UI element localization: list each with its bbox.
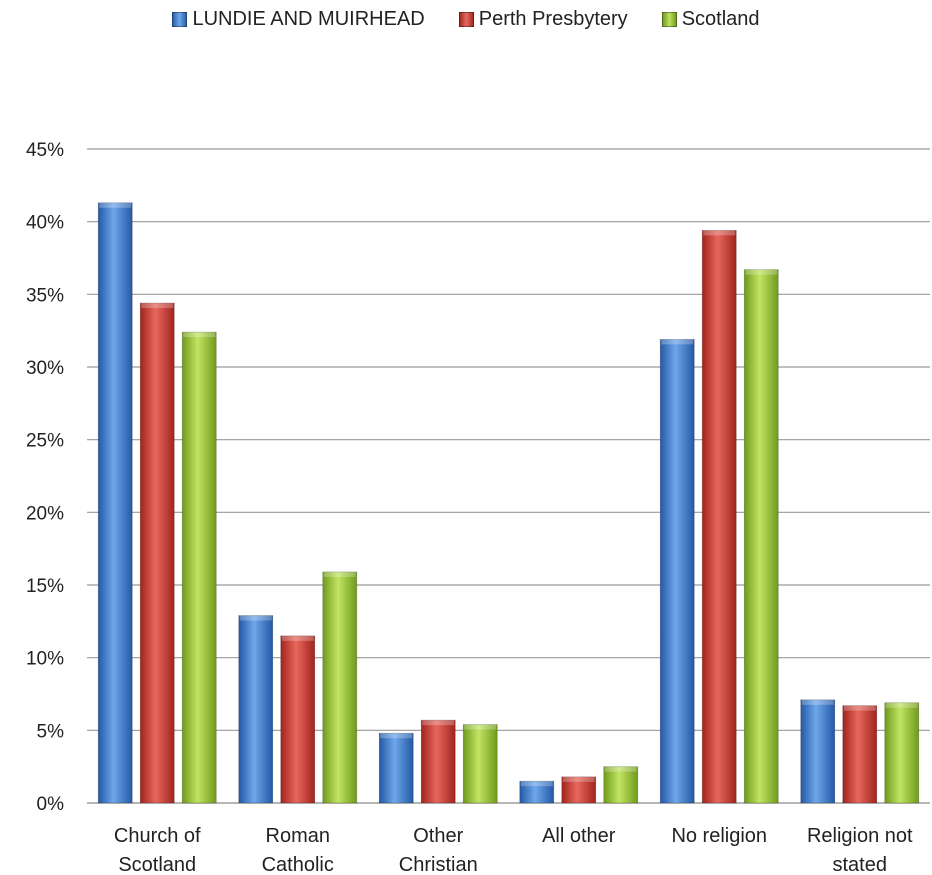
x-category-label-line: Church of <box>114 825 201 847</box>
bar-1-0 <box>139 302 175 804</box>
x-category-label: Roman Catholic <box>262 825 334 875</box>
bar-top-highlight <box>239 615 272 621</box>
x-axis-labels: Church of Scotland Roman Catholic Other Chris… <box>114 825 913 875</box>
bar-top-highlight <box>801 699 834 705</box>
bar-2-2 <box>462 724 498 804</box>
x-category-label: Church of Scotland <box>114 825 201 875</box>
legend: LUNDIE AND MUIRHEAD Perth Presbytery Sco… <box>0 8 932 31</box>
bar-top-highlight <box>885 702 918 708</box>
bar-1-4 <box>701 229 737 804</box>
bar-top-highlight <box>745 269 778 275</box>
bar-2-1 <box>322 571 358 804</box>
bar-0-1 <box>238 615 274 804</box>
bar-top-highlight <box>183 332 216 338</box>
bar-top-highlight <box>661 339 694 345</box>
bar-top-highlight <box>520 781 553 787</box>
y-tick-label: 30% <box>26 358 64 379</box>
x-category-label-line: All other <box>542 825 616 847</box>
y-tick-label: 35% <box>26 285 64 306</box>
x-category-label-line: Scotland <box>118 854 196 875</box>
bar-top-highlight <box>703 230 736 236</box>
x-category-label-line: Roman <box>266 825 330 847</box>
legend-label-perth: Perth Presbytery <box>478 8 628 30</box>
bar-2-3 <box>603 766 639 804</box>
bar-top-highlight <box>604 766 637 772</box>
y-tick-label: 15% <box>26 576 64 597</box>
bar-0-5 <box>800 699 836 804</box>
bar-0-2 <box>378 732 414 804</box>
bar-1-5 <box>842 705 878 804</box>
bar-top-highlight <box>99 202 132 208</box>
legend-label-scotland: Scotland <box>681 8 760 30</box>
x-category-label-line: Christian <box>399 854 478 875</box>
y-tick-label: 5% <box>37 721 65 742</box>
legend-item-perth: Perth Presbytery <box>458 8 628 31</box>
y-tick-label: 20% <box>26 503 64 524</box>
x-category-label: All other <box>542 825 616 847</box>
legend-swatch-perth <box>458 12 474 27</box>
x-category-label-line: Catholic <box>262 854 334 875</box>
x-category-label: No religion <box>671 825 767 847</box>
bar-0-0 <box>97 202 133 804</box>
bar-top-highlight <box>380 733 413 739</box>
y-tick-label: 25% <box>26 431 64 452</box>
bar-top-highlight <box>464 724 497 730</box>
bar-1-1 <box>280 635 316 804</box>
bar-top-highlight <box>281 635 314 641</box>
bar-top-highlight <box>422 720 455 726</box>
bar-1-3 <box>561 776 597 804</box>
legend-swatch-lundie <box>172 12 188 27</box>
gridlines <box>87 148 930 804</box>
bar-top-highlight <box>141 303 174 309</box>
legend-label-lundie: LUNDIE AND MUIRHEAD <box>192 8 425 30</box>
y-tick-label: 0% <box>37 794 65 815</box>
bar-2-5 <box>884 702 920 804</box>
bar-0-4 <box>659 338 695 804</box>
x-category-label-line: Religion not <box>807 825 913 847</box>
bar-top-highlight <box>562 776 595 782</box>
bars <box>97 202 920 804</box>
x-category-label: Other Christian <box>399 825 478 875</box>
x-category-label-line: stated <box>833 854 887 875</box>
y-tick-label: 45% <box>26 140 64 161</box>
bar-0-3 <box>519 780 555 804</box>
x-category-label: Religion not stated <box>807 825 913 875</box>
bar-1-2 <box>420 719 456 804</box>
legend-item-scotland: Scotland <box>661 8 760 31</box>
y-tick-label: 40% <box>26 213 64 234</box>
bar-top-highlight <box>843 705 876 711</box>
x-category-label-line: No religion <box>671 825 767 847</box>
bar-2-4 <box>743 269 779 804</box>
legend-item-lundie: LUNDIE AND MUIRHEAD <box>172 8 425 31</box>
bar-top-highlight <box>323 571 356 577</box>
legend-swatch-scotland <box>661 12 677 27</box>
x-category-label-line: Other <box>413 825 463 847</box>
y-axis-ticks: 0% 5% 10% 15% 20% 25% 30% 35% 40% 45% <box>26 140 64 815</box>
bar-2-0 <box>181 331 217 804</box>
y-tick-label: 10% <box>26 649 64 670</box>
